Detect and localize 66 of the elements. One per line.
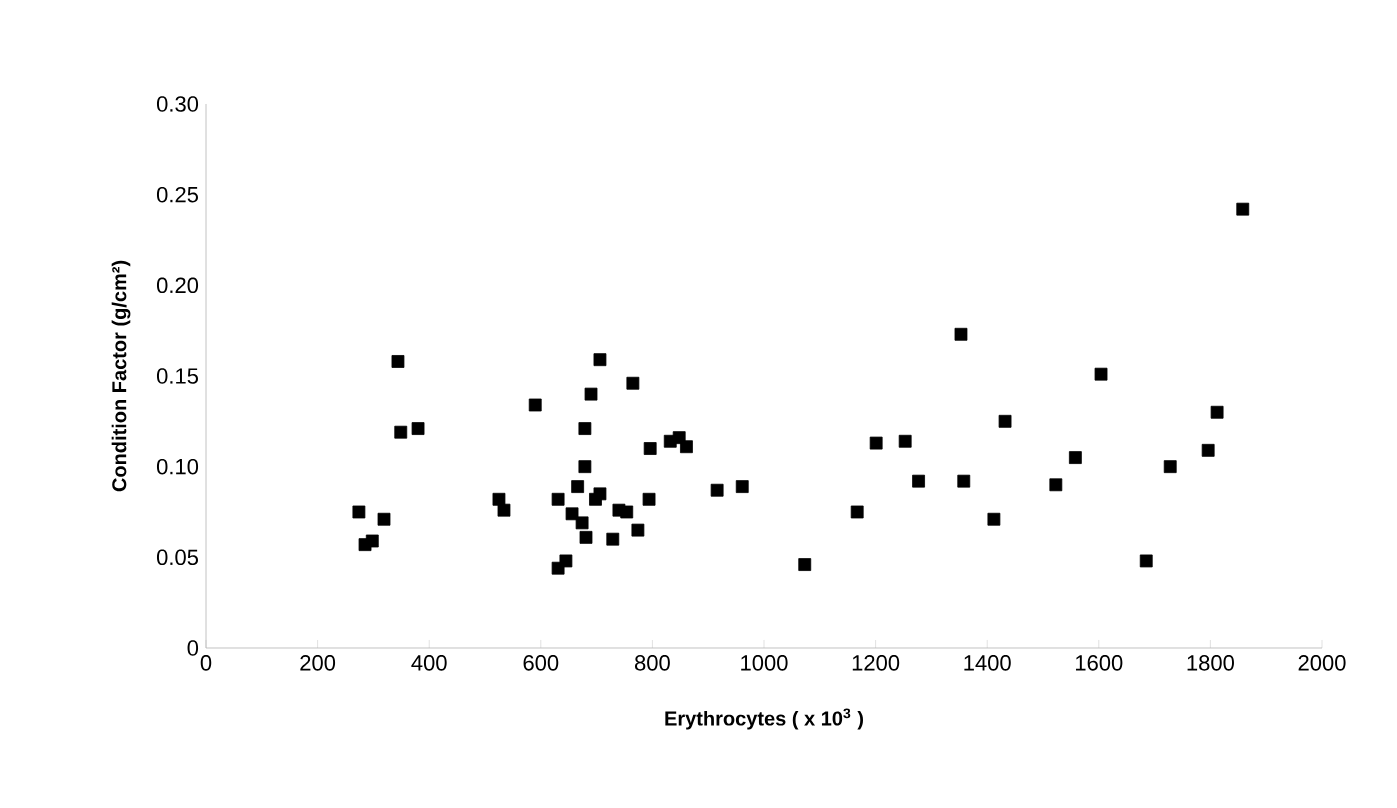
point — [620, 505, 634, 519]
point — [492, 492, 506, 506]
point — [365, 534, 379, 548]
point — [559, 554, 573, 568]
point — [391, 355, 405, 368]
x-tick-label: 1600 — [1076, 655, 1123, 671]
x-tick-label: 600 — [523, 655, 559, 671]
x-tick-label: 0 — [200, 655, 212, 671]
point — [680, 440, 693, 454]
point — [497, 503, 511, 517]
point — [528, 398, 542, 412]
y-tick-label: 0.30 — [156, 96, 199, 112]
point — [579, 530, 593, 544]
point — [998, 414, 1012, 428]
point — [850, 505, 864, 519]
point — [411, 422, 425, 435]
y-tick-label: 0.25 — [156, 186, 198, 203]
point — [578, 422, 592, 435]
point — [1210, 405, 1224, 419]
point — [394, 425, 408, 439]
point — [593, 353, 607, 367]
point — [1049, 478, 1063, 492]
point — [643, 442, 657, 455]
y-tick-label: 0 — [187, 640, 199, 656]
x-tick-label: 1800 — [1187, 655, 1234, 671]
point — [1068, 451, 1082, 464]
point — [1236, 202, 1250, 216]
x-tick-label: 1000 — [741, 655, 788, 671]
x-tick-label: 800 — [635, 655, 670, 671]
y-tick-label: 0.15 — [156, 368, 198, 384]
point — [710, 483, 724, 497]
point — [584, 387, 598, 401]
point — [957, 474, 971, 488]
point — [571, 480, 585, 493]
y-axis-title: Condition Factor (g/cm²) — [111, 260, 131, 492]
point — [954, 327, 968, 341]
point — [593, 487, 607, 501]
point — [377, 512, 391, 526]
point — [1163, 460, 1177, 474]
point — [352, 505, 366, 519]
point — [565, 507, 579, 521]
y-tick-label: 0.20 — [156, 277, 199, 294]
x-tick-label: 400 — [411, 655, 447, 671]
point — [1094, 367, 1108, 381]
point — [551, 492, 565, 506]
point — [606, 532, 620, 546]
point — [735, 480, 749, 493]
y-tick-label: 0.05 — [156, 549, 198, 566]
x-tick-label: 200 — [300, 655, 336, 671]
x-tick-label: 2000 — [1298, 655, 1346, 671]
point — [642, 492, 656, 506]
point — [626, 376, 640, 390]
x-tick-label: 1400 — [964, 655, 1011, 671]
point — [1139, 554, 1153, 568]
point — [987, 512, 1001, 526]
point — [898, 434, 912, 448]
x-axis-title: Erythrocytes ( x 10$^{3}$ ) — [665, 708, 864, 730]
y-tick-label: 0.10 — [156, 458, 199, 475]
point — [578, 460, 592, 474]
point — [1201, 443, 1215, 457]
point — [575, 516, 589, 530]
point — [631, 523, 645, 537]
point — [798, 558, 812, 571]
point — [912, 474, 925, 488]
x-tick-label: 1200 — [852, 655, 900, 671]
point — [869, 436, 883, 450]
